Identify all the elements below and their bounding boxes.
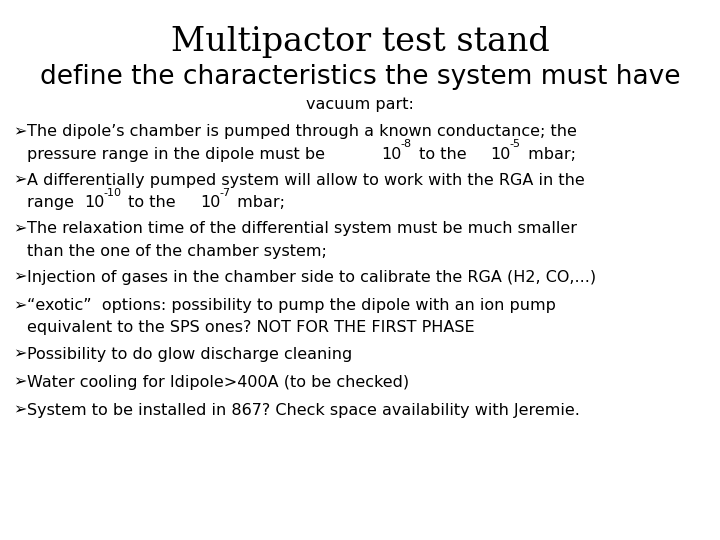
Text: ➢: ➢ xyxy=(13,270,27,285)
Text: define the characteristics the system must have: define the characteristics the system mu… xyxy=(40,64,680,90)
Text: -7: -7 xyxy=(219,188,230,198)
Text: 10: 10 xyxy=(490,146,510,161)
Text: 10: 10 xyxy=(381,146,402,161)
Text: 10: 10 xyxy=(200,195,220,210)
Text: Water cooling for Idipole>400A (to be checked): Water cooling for Idipole>400A (to be ch… xyxy=(27,375,409,390)
Text: System to be installed in 867? Check space availability with Jeremie.: System to be installed in 867? Check spa… xyxy=(27,403,580,418)
Text: A differentially pumped system will allow to work with the RGA in the: A differentially pumped system will allo… xyxy=(27,173,585,188)
Text: Multipactor test stand: Multipactor test stand xyxy=(171,26,549,58)
Text: ➢: ➢ xyxy=(13,403,27,418)
Text: ➢: ➢ xyxy=(13,173,27,188)
Text: ➢: ➢ xyxy=(13,375,27,390)
Text: pressure range in the dipole must be: pressure range in the dipole must be xyxy=(27,146,330,161)
Text: ➢: ➢ xyxy=(13,124,27,139)
Text: ➢: ➢ xyxy=(13,298,27,313)
Text: to the: to the xyxy=(413,146,472,161)
Text: mbar;: mbar; xyxy=(523,146,576,161)
Text: Injection of gases in the chamber side to calibrate the RGA (H2, CO,...): Injection of gases in the chamber side t… xyxy=(27,270,595,285)
Text: than the one of the chamber system;: than the one of the chamber system; xyxy=(27,244,326,259)
Text: equivalent to the SPS ones? NOT FOR THE FIRST PHASE: equivalent to the SPS ones? NOT FOR THE … xyxy=(27,320,474,335)
Text: Possibility to do glow discharge cleaning: Possibility to do glow discharge cleanin… xyxy=(27,347,352,362)
Text: ➢: ➢ xyxy=(13,221,27,237)
Text: -10: -10 xyxy=(103,188,121,198)
Text: range: range xyxy=(27,195,78,210)
Text: to the: to the xyxy=(123,195,181,210)
Text: -8: -8 xyxy=(400,139,411,150)
Text: The dipole’s chamber is pumped through a known conductance; the: The dipole’s chamber is pumped through a… xyxy=(27,124,577,139)
Text: 10: 10 xyxy=(84,195,104,210)
Text: ➢: ➢ xyxy=(13,347,27,362)
Text: vacuum part:: vacuum part: xyxy=(306,97,414,112)
Text: The relaxation time of the differential system must be much smaller: The relaxation time of the differential … xyxy=(27,221,577,237)
Text: mbar;: mbar; xyxy=(233,195,285,210)
Text: “exotic”  options: possibility to pump the dipole with an ion pump: “exotic” options: possibility to pump th… xyxy=(27,298,555,313)
Text: -5: -5 xyxy=(510,139,521,150)
